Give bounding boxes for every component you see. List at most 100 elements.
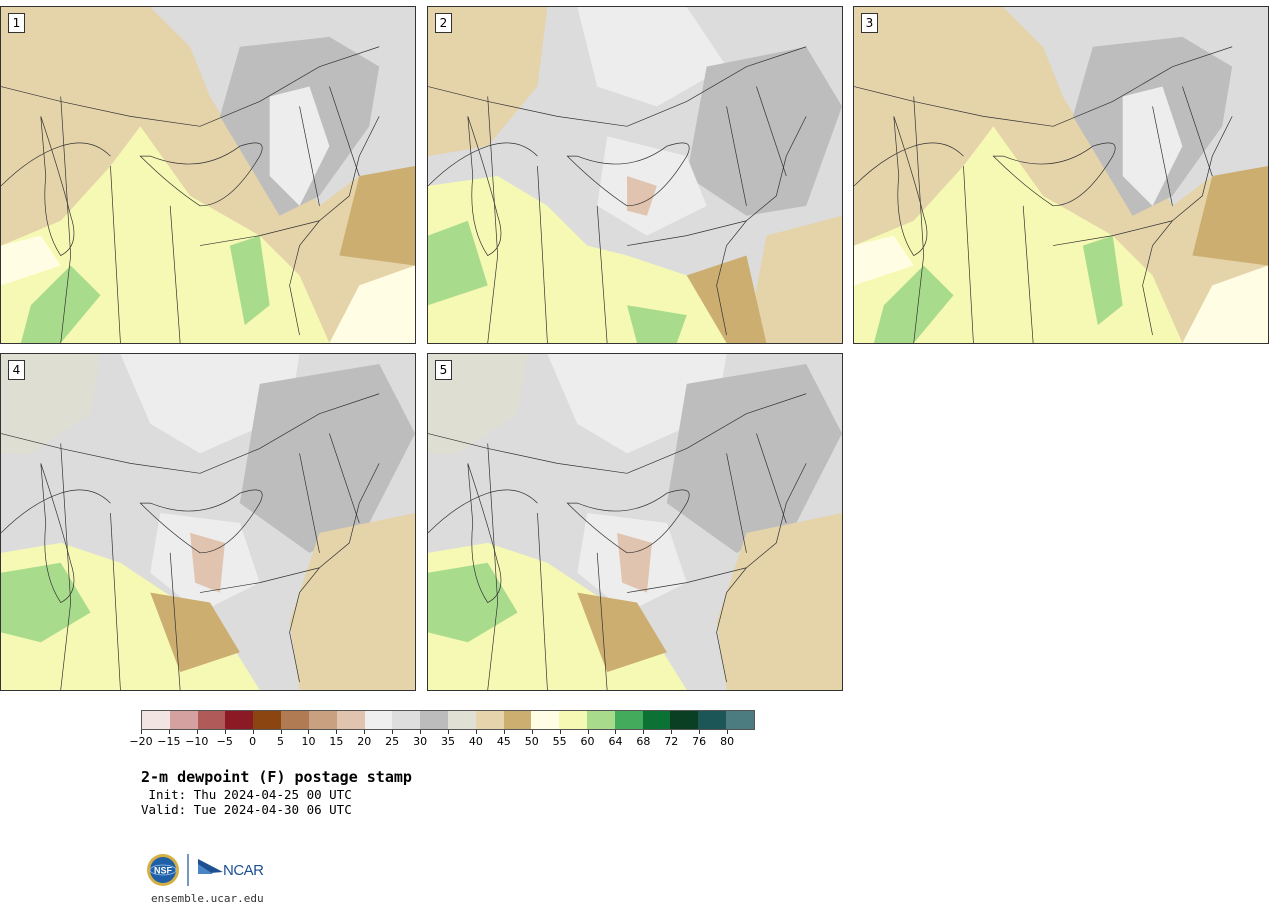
dewpoint-region [339,166,415,266]
dewpoint-region [428,220,488,306]
nsf-logo-icon: NSF [147,854,179,886]
panel-1[interactable]: 1 [0,6,416,344]
border-line [963,166,974,343]
colorbar-swatch [642,711,671,729]
dewpoint-region [1182,265,1268,343]
map-panel-5 [428,354,842,690]
panel-1-label: 1 [8,13,25,33]
site-url[interactable]: ensemble.ucar.edu [151,892,264,905]
colorbar-tick-label: 25 [385,735,400,748]
colorbar-swatch [225,711,254,729]
colorbar-tick-label: 68 [636,735,651,748]
colorbar-tick-label: 40 [468,735,483,748]
border-line [110,513,121,690]
panel-5[interactable]: 5 [427,353,843,691]
colorbar-tick-label: 15 [329,735,344,748]
colorbar-swatch [308,711,337,729]
colorbar-tick [615,730,617,734]
map-panel-3 [854,7,1268,343]
colorbar-tick-label: −20 [129,735,153,748]
colorbar-swatch [142,711,170,729]
panel-3[interactable]: 3 [853,6,1269,344]
border-line [1,489,111,534]
border-line [626,567,747,593]
colorbar-tick [308,730,310,734]
colorbar [141,710,755,730]
border-line [566,489,690,554]
colorbar-tick [168,730,170,734]
colorbar-swatch [281,711,309,729]
colorbar-tick [587,730,589,734]
dewpoint-region [190,532,225,593]
dewpoint-region [577,7,727,107]
ncar-logo-text: NCAR [223,862,264,879]
border-line [596,205,608,343]
colorbar-tick-label: 30 [413,735,428,748]
panel-4[interactable]: 4 [0,353,416,691]
nsf-logo-text: NSF [154,866,173,876]
colorbar-tick [671,730,673,734]
colorbar-tick [224,730,226,734]
colorbar-swatch [169,711,198,729]
border-line [329,433,360,524]
border-line [716,116,807,336]
border-line [596,552,608,690]
colorbar-tick-label: −5 [216,735,233,748]
border-line [467,116,502,256]
colorbar-swatch [670,711,699,729]
colorbar-tick-label: 50 [524,735,539,748]
colorbar-swatch [197,711,226,729]
colorbar-tick-label: 0 [249,735,257,748]
dewpoint-region [329,265,415,343]
border-line [756,86,787,177]
colorbar-tick [727,730,729,734]
colorbar-tick [503,730,505,734]
colorbar-tick [252,730,254,734]
dewpoint-region [20,265,101,343]
border-line [487,443,499,690]
dewpoint-region [716,513,842,690]
border-line [428,142,538,187]
panel-5-label: 5 [435,360,452,380]
colorbar-tick [448,730,449,734]
colorbar-swatch [531,711,560,729]
colorbar-tick-label: 45 [496,735,511,748]
dewpoint-region [1,235,61,286]
colorbar-tick-label: 72 [664,735,679,748]
colorbar-swatch [587,711,615,729]
border-line [329,86,360,177]
colorbar-tick-label: 5 [277,735,285,748]
map-panel-1 [1,7,415,343]
border-line [199,220,320,246]
panel-2[interactable]: 2 [427,6,843,344]
dewpoint-region [428,354,528,454]
panel-4-label: 4 [8,360,25,380]
colorbar-tick-label: 10 [301,735,316,748]
colorbar-tick [699,730,701,734]
colorbar-swatch [559,711,587,729]
colorbar-tick-label: 76 [692,735,707,748]
border-line [716,463,807,683]
border-line [537,513,548,690]
border-line [199,567,320,593]
dewpoint-region [746,215,842,343]
colorbar-swatch [475,711,504,729]
colorbar-tick-label: 20 [357,735,372,748]
border-line [139,142,263,207]
border-line [40,463,75,603]
dewpoint-region [289,513,415,690]
colorbar-swatch [726,711,754,729]
border-line [428,489,538,534]
border-line [139,489,263,554]
colorbar-tick [475,730,477,734]
map-panel-4 [1,354,415,690]
border-line [537,166,548,343]
plot-title: 2-m dewpoint (F) postage stamp [141,768,412,786]
border-line [1152,106,1173,206]
colorbar-tick [280,730,282,734]
panel-2-label: 2 [435,13,452,33]
dewpoint-region [239,363,415,553]
colorbar-swatch [253,711,282,729]
colorbar-tick [392,730,394,734]
colorbar-tick-label: 80 [720,735,735,748]
